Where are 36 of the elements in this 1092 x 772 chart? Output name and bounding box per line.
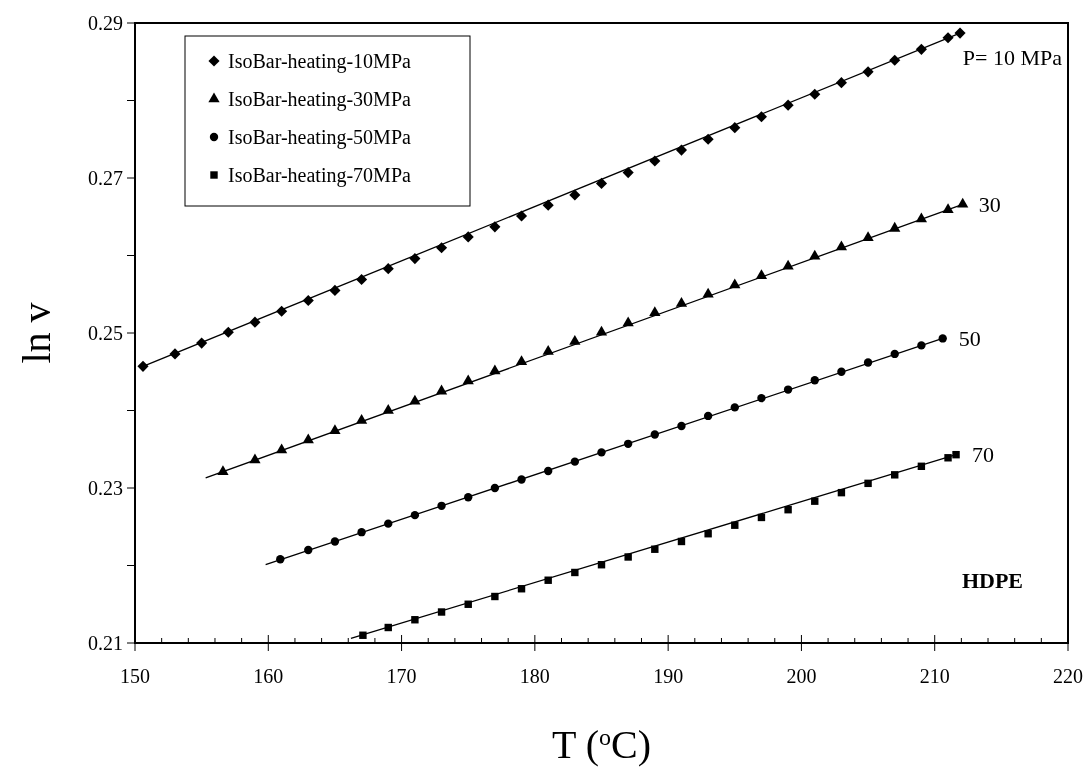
x-tick-label: 200 bbox=[786, 665, 817, 687]
x-tick-label: 170 bbox=[386, 665, 417, 687]
x-tick-label: 210 bbox=[919, 665, 950, 687]
annotation: HDPE bbox=[961, 568, 1023, 593]
annotation: P= 10 MPa bbox=[962, 45, 1063, 71]
y-tick-label: 0.21 bbox=[88, 632, 123, 654]
annotation: 30 bbox=[978, 192, 1001, 218]
point bbox=[952, 450, 960, 459]
legend-label: IsoBar-heating-30MPa bbox=[228, 88, 412, 111]
legend-label: IsoBar-heating-50MPa bbox=[228, 126, 412, 149]
point bbox=[651, 545, 659, 553]
legend-label: IsoBar-heating-70MPa bbox=[228, 164, 412, 187]
x-tick-label: 160 bbox=[253, 665, 284, 687]
x-tick-label: 190 bbox=[653, 665, 684, 687]
x-tick-label: 150 bbox=[120, 665, 150, 687]
point bbox=[569, 189, 581, 201]
point bbox=[489, 221, 501, 233]
point bbox=[624, 553, 632, 561]
x-axis-title: T ($^{o}$C) bbox=[551, 722, 652, 767]
point bbox=[515, 210, 528, 222]
x-tick-label: 220 bbox=[1053, 665, 1083, 687]
point bbox=[784, 505, 792, 514]
point bbox=[622, 167, 634, 179]
point bbox=[595, 177, 608, 189]
y-axis-title: ln v bbox=[14, 302, 59, 364]
annotation: 70 bbox=[972, 442, 995, 468]
x-tick-label: 180 bbox=[519, 665, 550, 687]
annotation: 50 bbox=[958, 326, 981, 352]
point bbox=[704, 530, 712, 538]
legend-label: IsoBar-heating-10MPa bbox=[228, 50, 412, 73]
y-tick-label: 0.25 bbox=[88, 322, 123, 344]
y-tick-label: 0.27 bbox=[88, 167, 123, 189]
y-tick-label: 0.29 bbox=[88, 12, 123, 34]
point bbox=[409, 253, 421, 265]
point bbox=[957, 197, 969, 208]
y-tick-label: 0.23 bbox=[88, 477, 123, 499]
